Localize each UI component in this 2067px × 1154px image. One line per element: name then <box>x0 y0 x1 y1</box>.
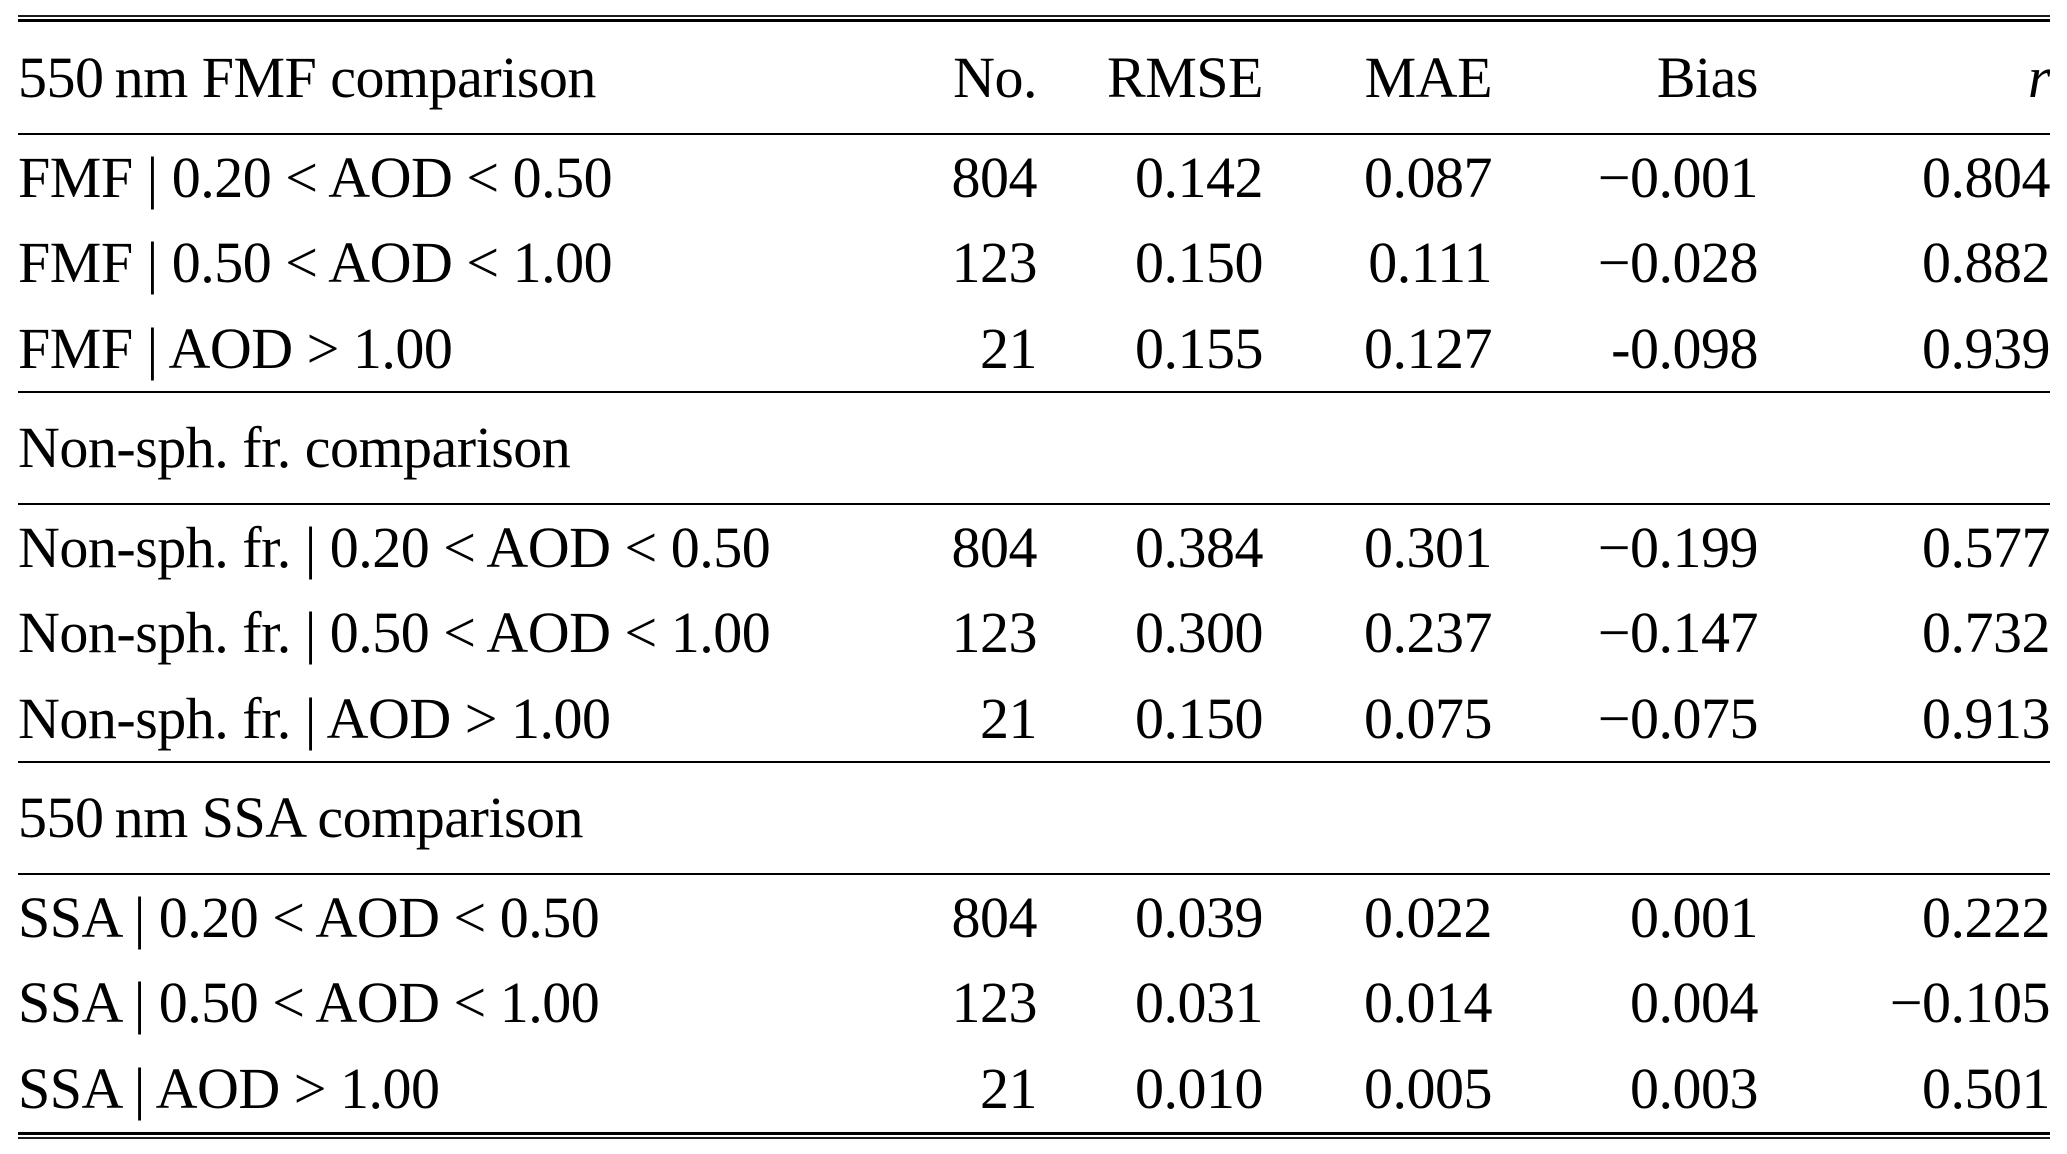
cell-no: 804 <box>951 144 1038 210</box>
cell-bias: −0.028 <box>1597 230 1758 295</box>
table-row: Non-sph. fr. | AOD > 1.00 21 0.150 0.075… <box>18 676 2050 762</box>
cell-mae: 0.301 <box>1364 514 1492 580</box>
cell-no: 123 <box>951 970 1038 1035</box>
cell-rmse: 0.150 <box>1135 230 1263 295</box>
cell-bias: −0.001 <box>1597 144 1758 210</box>
table-row: FMF | AOD > 1.00 21 0.155 0.127 -0.098 0… <box>18 306 2050 392</box>
cell-rmse: 0.300 <box>1135 600 1263 665</box>
cell-mae: 0.127 <box>1364 315 1492 381</box>
cell-mae: 0.111 <box>1368 230 1492 295</box>
cell-bias: −0.075 <box>1597 685 1758 751</box>
section-heading-row: 550 nm SSA comparison <box>18 762 2050 874</box>
header-row-label: 550 nm FMF comparison <box>18 44 596 110</box>
cell-rmse: 0.039 <box>1135 884 1263 950</box>
row-label: SSA | 0.20 < AOD < 0.50 <box>18 884 600 950</box>
cell-mae: 0.022 <box>1364 884 1492 950</box>
cell-rmse: 0.155 <box>1135 315 1263 381</box>
cell-no: 21 <box>980 1056 1037 1121</box>
cell-r: 0.732 <box>1922 600 2050 665</box>
table-top-rule <box>18 15 2050 22</box>
section-heading-row: Non-sph. fr. comparison <box>18 392 2050 504</box>
cell-no: 804 <box>951 514 1038 580</box>
column-header-bias: Bias <box>1656 44 1758 110</box>
cell-r: 0.913 <box>1922 685 2050 751</box>
cell-mae: 0.087 <box>1364 144 1492 210</box>
cell-no: 21 <box>980 315 1037 381</box>
column-header-rmse: RMSE <box>1107 44 1263 110</box>
table-row: SSA | 0.20 < AOD < 0.50 804 0.039 0.022 … <box>18 874 2050 960</box>
cell-mae: 0.237 <box>1364 600 1492 665</box>
cell-no: 123 <box>951 600 1038 665</box>
row-label: Non-sph. fr. | 0.20 < AOD < 0.50 <box>18 514 771 580</box>
cell-bias: 0.001 <box>1630 884 1758 950</box>
cell-rmse: 0.010 <box>1135 1056 1263 1121</box>
column-header-no: No. <box>953 44 1037 110</box>
table-row: SSA | 0.50 < AOD < 1.00 123 0.031 0.014 … <box>18 960 2050 1046</box>
row-label: Non-sph. fr. | AOD > 1.00 <box>18 685 611 751</box>
cell-r: 0.882 <box>1922 230 2050 295</box>
cell-bias: −0.147 <box>1597 600 1758 665</box>
row-label: SSA | AOD > 1.00 <box>18 1056 440 1121</box>
cell-no: 804 <box>951 884 1038 950</box>
cell-r: −0.105 <box>1889 970 2050 1035</box>
cell-mae: 0.005 <box>1364 1056 1492 1121</box>
table-bottom-rule <box>18 1132 2050 1139</box>
comparison-statistics-table: 550 nm FMF comparison No. RMSE MAE Bias … <box>18 22 2050 1132</box>
cell-mae: 0.075 <box>1364 685 1492 751</box>
row-label: Non-sph. fr. | 0.50 < AOD < 1.00 <box>18 600 771 665</box>
cell-rmse: 0.142 <box>1135 144 1263 210</box>
cell-rmse: 0.384 <box>1135 514 1263 580</box>
section-heading: Non-sph. fr. comparison <box>18 415 571 480</box>
cell-mae: 0.014 <box>1364 970 1492 1035</box>
cell-rmse: 0.150 <box>1135 685 1263 751</box>
table-row: Non-sph. fr. | 0.20 < AOD < 0.50 804 0.3… <box>18 504 2050 590</box>
cell-bias: 0.003 <box>1630 1056 1758 1121</box>
column-header-mae: MAE <box>1364 44 1492 110</box>
cell-r: 0.222 <box>1922 884 2050 950</box>
cell-rmse: 0.031 <box>1135 970 1263 1035</box>
cell-no: 21 <box>980 685 1037 751</box>
column-header-r: r <box>2027 44 2050 110</box>
cell-r: 0.939 <box>1922 315 2050 381</box>
row-label: FMF | 0.20 < AOD < 0.50 <box>18 144 613 210</box>
cell-no: 123 <box>951 230 1038 295</box>
cell-r: 0.804 <box>1922 144 2050 210</box>
cell-r: 0.577 <box>1922 514 2050 580</box>
cell-bias: −0.199 <box>1597 514 1758 580</box>
table-row: FMF | 0.20 < AOD < 0.50 804 0.142 0.087 … <box>18 134 2050 220</box>
section-heading: 550 nm SSA comparison <box>18 785 584 850</box>
statistics-table-container: 550 nm FMF comparison No. RMSE MAE Bias … <box>18 15 2050 1139</box>
row-label: SSA | 0.50 < AOD < 1.00 <box>18 970 600 1035</box>
row-label: FMF | 0.50 < AOD < 1.00 <box>18 230 613 295</box>
table-row: SSA | AOD > 1.00 21 0.010 0.005 0.003 0.… <box>18 1046 2050 1132</box>
cell-bias: 0.004 <box>1630 970 1758 1035</box>
row-label: FMF | AOD > 1.00 <box>18 315 453 381</box>
cell-r: 0.501 <box>1922 1056 2050 1121</box>
cell-bias: -0.098 <box>1611 315 1758 381</box>
table-row: Non-sph. fr. | 0.50 < AOD < 1.00 123 0.3… <box>18 590 2050 676</box>
table-row: FMF | 0.50 < AOD < 1.00 123 0.150 0.111 … <box>18 220 2050 306</box>
table-header-row: 550 nm FMF comparison No. RMSE MAE Bias … <box>18 22 2050 134</box>
